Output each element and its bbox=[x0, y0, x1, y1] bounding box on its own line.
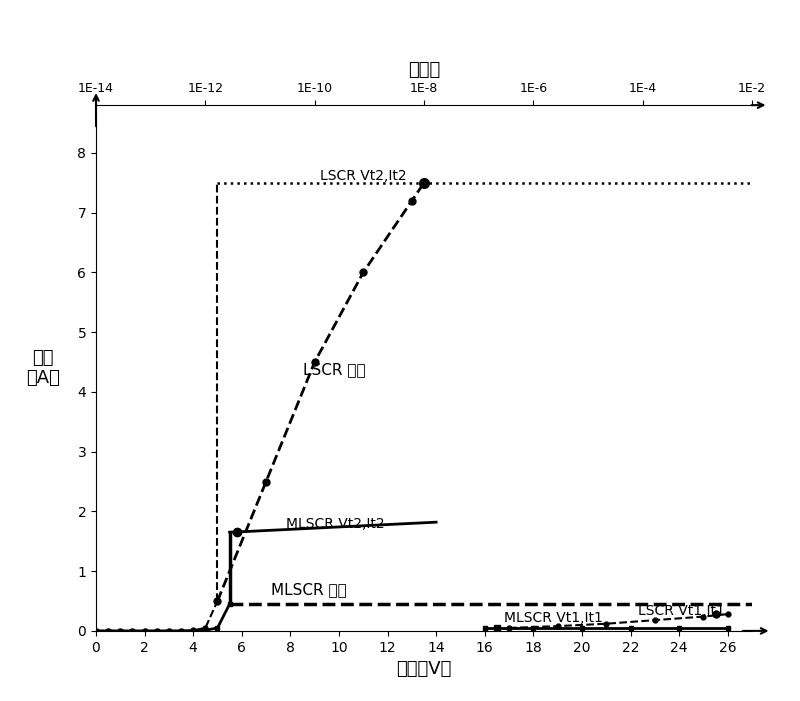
X-axis label: 漏电流: 漏电流 bbox=[408, 62, 440, 79]
Text: MLSCR Vt2,It2: MLSCR Vt2,It2 bbox=[286, 517, 384, 531]
Text: LSCR Vt2,It2: LSCR Vt2,It2 bbox=[319, 169, 406, 183]
X-axis label: 电压（V）: 电压（V） bbox=[396, 660, 452, 678]
Y-axis label: 电流
（A）: 电流 （A） bbox=[26, 348, 60, 388]
Text: MLSCR 结构: MLSCR 结构 bbox=[271, 582, 346, 597]
Text: MLSCR Vt1,It1: MLSCR Vt1,It1 bbox=[504, 611, 603, 625]
Text: LSCR 结构: LSCR 结构 bbox=[302, 362, 365, 377]
Text: LSCR Vt1,It1: LSCR Vt1,It1 bbox=[638, 604, 725, 618]
